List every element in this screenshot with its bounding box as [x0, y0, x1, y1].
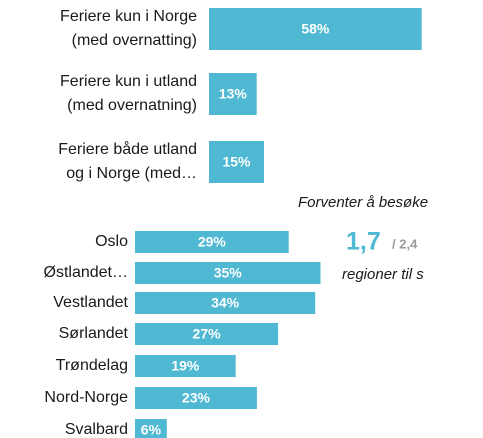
annotation: regioner til s	[342, 266, 424, 283]
category-label: Svalbard	[65, 421, 128, 438]
category-label: (med overnatning)	[67, 97, 197, 114]
value-label: 19%	[171, 358, 200, 374]
category-label: Vestlandet	[53, 294, 128, 311]
bar	[135, 355, 236, 377]
value-label: 34%	[211, 295, 240, 311]
category-label: Trøndelag	[56, 357, 128, 374]
value-label: 13%	[219, 86, 248, 102]
bar	[135, 231, 289, 253]
category-label: Feriere kun i Norge	[60, 8, 197, 25]
value-label: 6%	[141, 422, 162, 438]
bar	[135, 419, 167, 438]
bar	[209, 8, 422, 50]
bar	[209, 73, 257, 115]
category-label: Nord-Norge	[44, 389, 128, 406]
bar	[135, 323, 279, 345]
category-label: Oslo	[95, 233, 128, 250]
annotation-total: / 2,4	[392, 236, 418, 251]
category-label: Feriere kun i utland	[60, 73, 197, 90]
annotation-value: 1,7	[346, 228, 381, 256]
value-label: 29%	[198, 234, 227, 250]
value-label: 35%	[214, 265, 243, 281]
value-label: 23%	[182, 390, 211, 406]
bar	[209, 141, 264, 183]
category-label: (med overnatting)	[72, 32, 197, 49]
value-label: 15%	[222, 154, 251, 170]
annotation: Forventer å besøke	[298, 194, 428, 211]
value-label: 27%	[193, 326, 222, 342]
bar	[135, 292, 316, 314]
category-label: og i Norge (med…	[66, 165, 197, 182]
bar	[135, 262, 321, 284]
bar	[135, 387, 257, 409]
category-label: Østlandet…	[44, 264, 128, 281]
value-label: 58%	[301, 21, 330, 37]
category-label: Sørlandet	[59, 325, 129, 342]
category-label: Feriere både utland	[58, 140, 197, 158]
